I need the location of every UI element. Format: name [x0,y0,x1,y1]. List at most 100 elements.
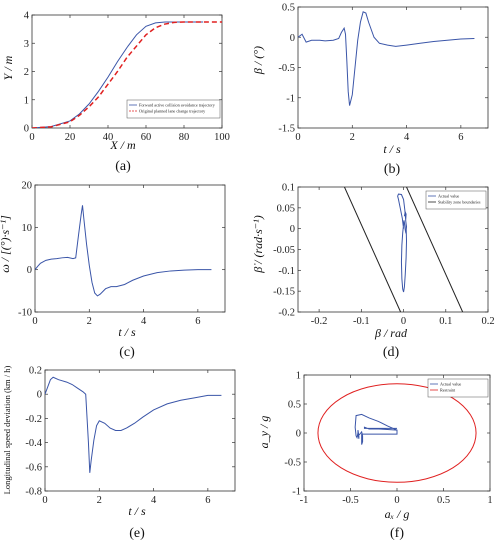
y-tick-label: 0 [27,265,32,276]
x-tick-label: 6 [205,495,210,506]
chart-panel-a: 0 20 40 60 80 100 0 1 2 3 4 Forward active collisio… [1,11,230,175]
x-tick-label: 0.1 [439,316,452,327]
plot-frame [34,184,226,313]
panel-label: (a) [115,159,131,174]
series-group [45,376,222,473]
y-tick-label: 0 [296,429,301,440]
x-axis-label: t / s [128,504,146,518]
series-group [317,383,477,483]
series-line-0 [354,413,398,445]
series-line-1 [343,187,402,312]
x-tick-label: -0.5 [342,495,359,506]
y-tick-label: 20 [22,181,33,192]
plot-frame [44,369,236,492]
y-tick-label: -0.15 [273,287,295,298]
x-tick-label: 0 [32,316,37,327]
chart-panel-d: -0.2 -0.1 0 0.1 0.2 0.1 0.05 0 -0.05 -0.1 -0.15 -0.… [251,183,495,361]
legend-label: Forward active collision avoidance traje… [139,103,216,108]
y-tick-label: 4 [24,11,30,22]
legend-label: Actual value [440,382,461,387]
x-tick-label: 4 [141,316,147,327]
x-axis-label: X / m [109,138,136,152]
y-tick-label: 2 [24,67,29,78]
y-tick-label: 0 [37,390,42,401]
series-group [298,11,475,106]
y-axis-label: β̇ / (rad·s⁻¹) [251,215,265,274]
legend-label: Original planned lane change trajectory [139,109,206,114]
x-tick-label: -0.2 [311,316,328,327]
series-line-0 [35,205,212,297]
y-tick-label: -0.5 [278,63,295,74]
plot-frame [297,6,489,129]
chart-panel-e: 0 2 4 6 0.2 0 -0.2 -0.4 -0.6 -0.8 t / s Longitudina… [2,366,236,541]
chart-panel-b: 0 2 4 6 0.5 0 -0.5 -1 -1.5 t / s β / (°) (b) [251,3,489,177]
legend-label: Stability zone boundaries [438,200,481,205]
series-group [343,187,464,312]
x-tick-label: 20 [65,132,76,143]
y-tick-label: -0.2 [25,414,42,425]
y-axis-label: β / (°) [251,46,265,75]
series-group [32,21,222,128]
x-tick-label: 0.2 [481,316,494,327]
x-tick-label: -0.1 [353,316,370,327]
y-tick-label: -0.1 [278,266,295,277]
x-tick-label: 80 [179,132,190,143]
series-restraint-ellipse [317,383,477,483]
y-tick-label: 0.05 [277,203,295,214]
legend-label: Actual value [438,194,459,199]
legend-box [126,99,221,119]
y-tick-label: 3 [24,39,29,50]
series-line-0 [298,11,475,106]
y-tick-label: -0.4 [25,438,42,449]
y-tick-label: 1 [24,95,29,106]
x-tick-label: 100 [214,132,230,143]
y-tick-label: 0.5 [288,400,301,411]
x-axis-label: aₓ / g [385,507,410,521]
panel-label: (c) [119,345,135,360]
legend: Forward active collision avoidance traje… [126,99,221,119]
x-tick-label: 2 [87,316,92,327]
panel-label: (b) [384,162,401,177]
x-tick-label: 2 [350,132,355,143]
series-line-2 [406,187,464,312]
y-tick-label: 0.2 [29,366,42,377]
series-line-0 [397,193,408,293]
y-axis-label: Longitudinal speed deviation (km / h) [2,366,12,495]
x-tick-label: 2 [97,495,102,506]
x-tick-label: 0 [401,316,406,327]
x-axis-label: t / s [118,325,136,339]
y-tick-label: 0.1 [282,183,295,194]
x-tick-label: 0 [295,132,300,143]
y-tick-label: -1.5 [278,124,295,135]
x-tick-label: 6 [458,132,463,143]
x-tick-label: 40 [103,132,114,143]
y-tick-label: -0.6 [25,462,42,473]
y-tick-label: -0.8 [25,487,42,498]
panel-label: (f) [390,526,404,541]
x-axis-label: β / rad [374,326,408,340]
y-tick-label: -10 [18,308,32,319]
legend-box [425,190,487,210]
y-tick-label: 1 [296,371,301,382]
y-axis-label: ω / [(°)·s⁻¹] [0,215,12,273]
y-tick-label: 0.5 [282,3,295,14]
x-tick-label: 1 [487,495,492,506]
legend-box [427,378,489,398]
y-tick-label: 10 [22,223,33,234]
x-tick-label: 0 [42,495,47,506]
y-tick-label: -0.05 [273,245,295,256]
legend-label: Restraint [440,388,456,393]
y-tick-label: -0.2 [278,308,295,319]
series-line-0 [32,21,203,128]
x-tick-label: 0.5 [437,495,450,506]
y-axis-label: Y / m [1,55,15,80]
x-tick-label: 4 [404,132,410,143]
series-line-1 [32,21,222,128]
y-tick-label: -1 [292,487,301,498]
panel-label: (d) [383,345,400,360]
x-tick-label: 4 [151,495,157,506]
y-tick-label: 0 [290,224,295,235]
